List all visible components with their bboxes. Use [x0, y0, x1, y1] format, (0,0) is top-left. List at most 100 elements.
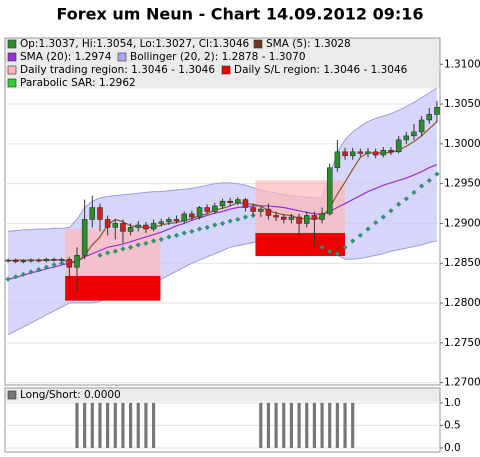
- sar-dot: [350, 238, 356, 244]
- legend-label: SMA (5): 1.3028: [266, 38, 351, 50]
- stop-loss-region: [255, 232, 346, 257]
- candle-body: [365, 151, 371, 154]
- legend-swatch: [7, 78, 17, 88]
- bar: [144, 402, 148, 448]
- legend-swatch: [221, 65, 231, 75]
- legend-swatch: [253, 39, 263, 49]
- sar-dot: [36, 267, 42, 273]
- candle-body: [43, 259, 50, 262]
- bar: [320, 402, 324, 448]
- sar-dot: [219, 220, 226, 227]
- sar-dot: [357, 232, 363, 238]
- sar-dot: [43, 264, 49, 270]
- sar-dot: [128, 244, 134, 250]
- sar-dot: [20, 271, 26, 277]
- candle-body: [189, 213, 195, 218]
- bar: [121, 402, 125, 448]
- candle-body: [35, 259, 42, 262]
- y-tick-label: 1.2700: [444, 377, 480, 389]
- candle-body: [372, 151, 379, 156]
- sar-dot: [166, 234, 172, 240]
- sar-dot: [227, 218, 233, 224]
- bar: [351, 402, 355, 448]
- candle-body: [173, 219, 180, 222]
- y-tick-label: 1.3000: [444, 138, 480, 150]
- candle-body: [227, 200, 233, 203]
- candle-body: [127, 227, 134, 232]
- sar-dot: [365, 226, 371, 232]
- bollinger-upper: [8, 87, 438, 232]
- sar-dot: [411, 189, 417, 195]
- sar-dot: [235, 216, 241, 223]
- candle-body: [89, 207, 96, 220]
- candle-body: [403, 135, 410, 141]
- candle-body: [120, 223, 126, 232]
- candle-body: [143, 224, 149, 230]
- sar-dot: [342, 244, 348, 250]
- sar-dot: [135, 242, 141, 248]
- candle-body: [395, 139, 402, 153]
- legend-swatch: [7, 65, 17, 75]
- sar-dot: [388, 208, 394, 214]
- bar: [98, 402, 102, 448]
- candle-body: [150, 223, 157, 230]
- sar-dot: [112, 248, 118, 254]
- sar-dot: [105, 250, 111, 256]
- chart-title: Forex um Neun - Chart 14.09.2012 09:16: [56, 5, 423, 24]
- candle-body: [418, 119, 425, 133]
- bar: [106, 402, 110, 448]
- candle-body: [349, 151, 356, 157]
- trading-region: [65, 229, 161, 276]
- bar: [266, 402, 271, 448]
- candle-body: [388, 149, 394, 153]
- candle-body: [166, 219, 172, 223]
- sar-dot: [319, 244, 325, 250]
- legend-swatch: [7, 52, 17, 62]
- candle-body: [242, 199, 249, 208]
- candle-body: [311, 215, 318, 220]
- candle-body: [74, 255, 80, 268]
- main-layer: [5, 63, 440, 384]
- sar-dot: [419, 183, 425, 189]
- candle-body: [434, 106, 440, 115]
- legend-label: Daily trading region: 1.3046 - 1.3046: [20, 64, 215, 76]
- candle-body: [219, 200, 226, 207]
- sar-dot: [403, 196, 409, 202]
- candle-body: [258, 208, 264, 212]
- bar: [90, 402, 94, 448]
- candle-body: [135, 224, 142, 228]
- overlay-layer: Op:1.3037, Hi:1.3054, Lo:1.3027, Cl:1.30…: [5, 38, 440, 89]
- candle-body: [212, 205, 218, 212]
- y-tick-label: 1.2950: [444, 178, 480, 190]
- candle-body: [426, 114, 433, 121]
- bar: [83, 402, 87, 448]
- candle-body: [66, 259, 73, 268]
- y-tick-label: 0.0: [444, 442, 461, 454]
- candle-body: [334, 151, 341, 168]
- y-tick-label: 1.0: [444, 397, 461, 409]
- bar: [305, 402, 309, 448]
- sar-dot: [28, 269, 34, 275]
- y-tick-label: 1.2750: [444, 337, 480, 349]
- candle-body: [28, 259, 34, 262]
- candle-body: [288, 216, 295, 220]
- candle-body: [326, 167, 333, 215]
- sar-dot: [189, 228, 195, 234]
- sar-dot: [196, 226, 203, 232]
- candle-body: [51, 259, 57, 261]
- y-tick-label: 1.3050: [444, 98, 480, 110]
- bar: [113, 402, 117, 448]
- bar: [274, 402, 278, 448]
- candle-body: [296, 216, 302, 224]
- bar: [136, 402, 140, 448]
- candle-body: [250, 207, 256, 212]
- candle-body: [235, 199, 241, 203]
- sar-dot: [327, 248, 333, 254]
- bar: [259, 402, 263, 448]
- candle-body: [181, 213, 187, 222]
- sar-dot: [51, 262, 57, 268]
- legend-label: Daily S/L region: 1.3046 - 1.3046: [234, 64, 408, 76]
- candle-body: [265, 208, 272, 216]
- legend-label: Parabolic SAR: 1.2962: [20, 77, 136, 89]
